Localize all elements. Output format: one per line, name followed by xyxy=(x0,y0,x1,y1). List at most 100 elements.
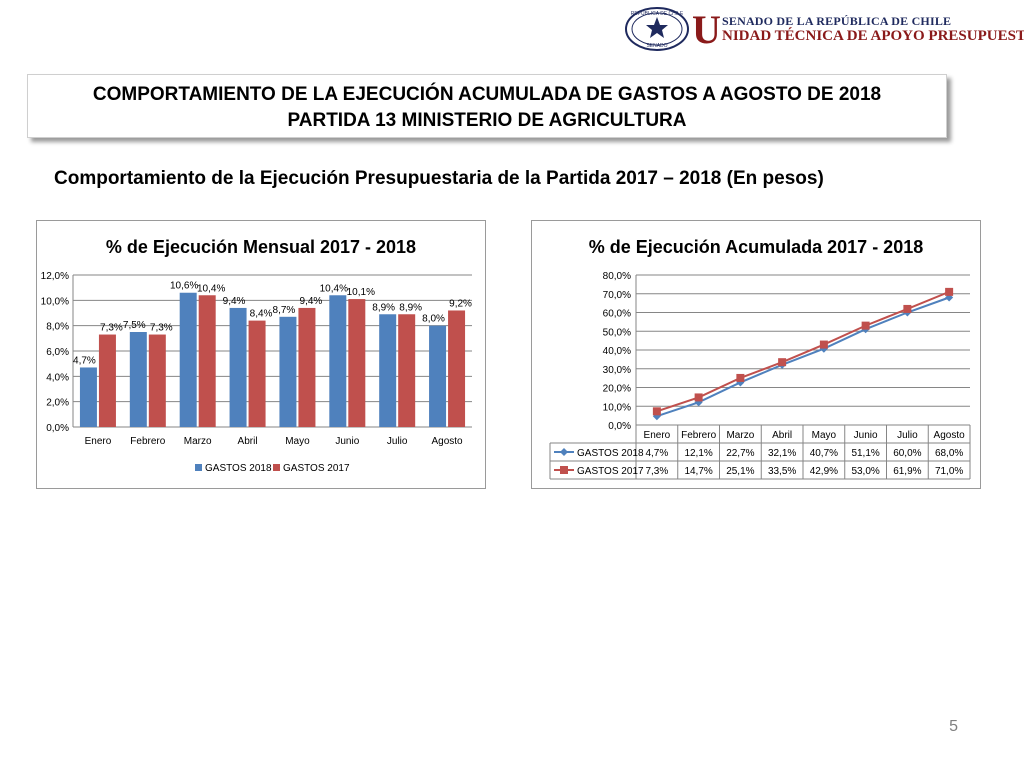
unit-initial: U xyxy=(692,7,721,52)
data-label: 7,3% xyxy=(150,323,173,334)
bar-gastos-2018 xyxy=(129,332,147,427)
table-cell-value: 68,0% xyxy=(935,448,963,459)
y-tick-label: 0,0% xyxy=(608,421,631,432)
y-tick-label: 20,0% xyxy=(603,384,631,395)
y-tick-label: 50,0% xyxy=(603,327,631,338)
bar-gastos-2018 xyxy=(379,314,397,427)
bar-gastos-2017 xyxy=(298,307,316,427)
x-tick-label: Agosto xyxy=(431,436,463,447)
slide-subtitle: Comportamiento de la Ejecución Presupues… xyxy=(54,168,824,189)
table-cell-value: 25,1% xyxy=(726,466,754,477)
table-cell-value: 7,3% xyxy=(645,466,668,477)
page-number: 5 xyxy=(949,718,958,735)
unit-label: NIDAD TÉCNICA DE APOYO PRESUPUESTARIO xyxy=(722,28,1024,44)
y-tick-label: 4,0% xyxy=(46,372,69,383)
y-tick-label: 80,0% xyxy=(603,271,631,282)
table-cell-value: 14,7% xyxy=(684,466,712,477)
senado-label: SENADO DE LA REPÚBLICA DE CHILE xyxy=(722,14,952,28)
bar-gastos-2018 xyxy=(329,295,347,427)
bar-gastos-2017 xyxy=(398,314,416,427)
y-tick-label: 8,0% xyxy=(46,322,69,333)
data-label: 10,4% xyxy=(320,283,348,294)
data-label: 8,9% xyxy=(372,302,395,313)
bar-gastos-2017 xyxy=(448,310,466,427)
point-gastos-2017 xyxy=(736,373,745,382)
table-cell-value: 12,1% xyxy=(684,448,712,459)
chart-title: % de Ejecución Mensual 2017 - 2018 xyxy=(106,237,416,257)
table-cell-value: 22,7% xyxy=(726,448,754,459)
x-tick-label: Julio xyxy=(387,436,408,447)
legend-label: GASTOS 2017 xyxy=(577,466,644,477)
y-tick-label: 40,0% xyxy=(603,346,631,357)
y-tick-label: 60,0% xyxy=(603,309,631,320)
x-tick-label: Abril xyxy=(772,430,792,441)
table-cell-value: 33,5% xyxy=(768,466,796,477)
bar-gastos-2017 xyxy=(348,299,366,427)
y-tick-label: 12,0% xyxy=(41,271,69,282)
point-gastos-2017 xyxy=(694,393,703,402)
data-label: 9,2% xyxy=(449,298,472,309)
data-label: 9,4% xyxy=(223,296,246,307)
y-tick-label: 30,0% xyxy=(603,365,631,376)
y-tick-label: 70,0% xyxy=(603,290,631,301)
x-tick-label: Agosto xyxy=(934,430,966,441)
slide-title-box: COMPORTAMIENTO DE LA EJECUCIÓN ACUMULADA… xyxy=(27,74,947,138)
cumulative-execution-chart: % de Ejecución Acumulada 2017 - 2018 0,0%… xyxy=(531,220,981,489)
seal-bottom-text: SENADO xyxy=(646,43,667,49)
table-cell-value: 51,1% xyxy=(851,448,879,459)
y-tick-label: 10,0% xyxy=(603,402,631,413)
legend-label: GASTOS 2017 xyxy=(283,463,350,474)
data-label: 10,4% xyxy=(197,283,225,294)
y-tick-label: 10,0% xyxy=(41,296,69,307)
y-tick-label: 6,0% xyxy=(46,347,69,358)
senado-logo: REPÚBLICA DE CHILE SENADO U SENADO DE LA… xyxy=(624,6,1024,56)
x-tick-label: Mayo xyxy=(285,436,310,447)
cumulative-execution-svg: % de Ejecución Acumulada 2017 - 2018 0,0%… xyxy=(549,237,971,480)
table-cell-value: 40,7% xyxy=(810,448,838,459)
slide-title-line2: PARTIDA 13 MINISTERIO DE AGRICULTURA xyxy=(287,110,687,131)
bar-gastos-2017 xyxy=(248,320,266,427)
series-line-gastos-2017 xyxy=(656,290,950,413)
point-gastos-2017 xyxy=(945,287,954,296)
x-tick-label: Febrero xyxy=(681,430,716,441)
bar-gastos-2017 xyxy=(148,334,166,427)
bar-gastos-2018 xyxy=(79,367,97,427)
x-tick-label: Abril xyxy=(238,436,258,447)
bar-gastos-2017 xyxy=(98,334,116,427)
y-tick-label: 0,0% xyxy=(46,423,69,434)
data-label: 10,6% xyxy=(170,281,198,292)
x-tick-label: Julio xyxy=(897,430,918,441)
point-gastos-2017 xyxy=(819,340,828,349)
x-tick-label: Junio xyxy=(854,430,878,441)
y-tick-label: 2,0% xyxy=(46,398,69,409)
bar-gastos-2018 xyxy=(229,307,247,427)
bar-gastos-2018 xyxy=(429,325,447,427)
point-gastos-2017 xyxy=(861,321,870,330)
legend-swatch xyxy=(273,464,280,471)
legend-swatch xyxy=(195,464,202,471)
x-tick-label: Marzo xyxy=(184,436,212,447)
bar-gastos-2017 xyxy=(198,295,216,427)
table-cell-value: 71,0% xyxy=(935,466,963,477)
bar-gastos-2018 xyxy=(179,292,197,427)
monthly-execution-svg: % de Ejecución Mensual 2017 - 2018 0,0% 2,… xyxy=(41,237,472,474)
data-label: 4,7% xyxy=(73,355,96,366)
x-tick-label: Enero xyxy=(644,430,671,441)
x-tick-label: Junio xyxy=(335,436,359,447)
data-label: 7,3% xyxy=(100,323,123,334)
legend-key-marker xyxy=(560,448,568,456)
x-tick-label: Febrero xyxy=(130,436,165,447)
seal-top-text: REPÚBLICA DE CHILE xyxy=(631,10,684,17)
table-cell-value: 4,7% xyxy=(645,448,668,459)
series-line-gastos-2018 xyxy=(656,296,950,418)
table-cell-value: 61,9% xyxy=(893,466,921,477)
legend-key-marker xyxy=(560,466,568,474)
chart-title: % de Ejecución Acumulada 2017 - 2018 xyxy=(589,237,923,257)
x-tick-label: Marzo xyxy=(726,430,754,441)
senado-seal-icon: REPÚBLICA DE CHILE SENADO xyxy=(625,7,689,51)
table-cell-value: 32,1% xyxy=(768,448,796,459)
data-label: 10,1% xyxy=(347,287,375,298)
point-gastos-2017 xyxy=(778,358,787,367)
data-label: 8,9% xyxy=(399,302,422,313)
table-cell-value: 42,9% xyxy=(810,466,838,477)
